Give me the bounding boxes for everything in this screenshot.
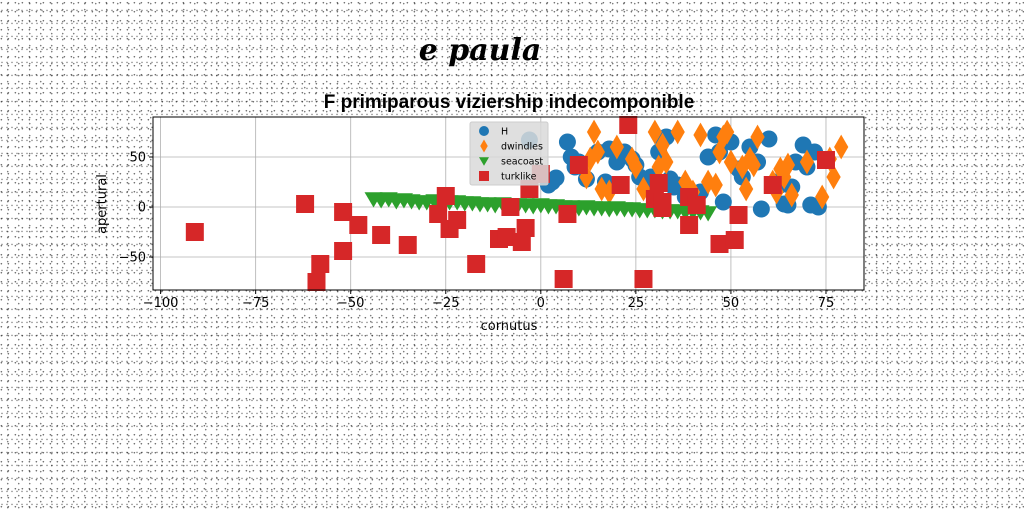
x-tick-label: −50 [337, 296, 364, 311]
series-dwindles [579, 119, 849, 210]
legend-marker [479, 157, 489, 166]
plot-frame [152, 116, 865, 291]
data-point [729, 206, 748, 224]
data-point [554, 270, 573, 288]
data-point [826, 164, 841, 190]
data-point [586, 119, 602, 145]
legend-marker [479, 126, 489, 136]
data-point [467, 255, 486, 273]
data-point [719, 119, 735, 145]
data-point [725, 231, 744, 249]
data-point [687, 196, 706, 214]
legend-label: seacoast [501, 157, 543, 168]
data-point [547, 169, 565, 187]
data-point [708, 172, 723, 198]
data-point [497, 228, 516, 246]
data-point [628, 154, 643, 180]
signature-text: e paula [419, 33, 542, 68]
data-point [816, 151, 835, 169]
data-point [750, 124, 765, 150]
data-point [611, 176, 630, 194]
data-point [834, 134, 849, 160]
data-marks [185, 116, 849, 291]
data-point [760, 130, 778, 148]
legend-marker [479, 171, 489, 181]
data-point [448, 211, 467, 229]
series-turklike [185, 116, 835, 291]
data-point [590, 139, 605, 165]
data-point [372, 226, 391, 244]
chart-title: F primiparous viziership indecomponible [324, 92, 695, 113]
data-point [710, 235, 729, 253]
data-point [349, 216, 368, 234]
data-point [647, 119, 663, 145]
data-point [653, 193, 672, 211]
data-point [429, 205, 448, 223]
x-tick-label: 50 [723, 296, 740, 311]
data-point [746, 152, 761, 178]
data-point [763, 176, 782, 194]
series-seacoast [364, 192, 718, 222]
data-point [296, 195, 315, 213]
legend-box [469, 121, 549, 186]
x-axis-label: cornutus [481, 319, 538, 334]
data-point [815, 184, 830, 210]
data-point [334, 203, 353, 221]
data-point [752, 200, 770, 218]
data-point [659, 149, 674, 175]
data-point [680, 216, 699, 234]
data-point [558, 205, 577, 223]
x-tick-label: 75 [818, 296, 835, 311]
legend-label: turklike [501, 172, 537, 183]
x-tick-label: 25 [628, 296, 645, 311]
data-point [307, 273, 326, 291]
x-tick-label: 0 [537, 296, 545, 311]
x-tick-label: −100 [143, 296, 179, 311]
data-point [780, 152, 796, 178]
data-point [723, 149, 739, 175]
y-tick-label: 50 [129, 151, 146, 166]
data-point [398, 236, 417, 254]
data-point [714, 193, 732, 211]
data-point [516, 219, 535, 237]
data-point [739, 176, 754, 202]
x-tick-label: −25 [432, 296, 459, 311]
data-point [799, 149, 815, 175]
data-point [634, 270, 653, 288]
data-point [670, 119, 685, 145]
data-point [334, 242, 353, 260]
data-point [558, 133, 576, 151]
data-point [501, 198, 520, 216]
data-point [185, 223, 204, 241]
y-axis-label: apertural [95, 174, 110, 234]
data-point [569, 156, 588, 174]
y-tick-label: 0 [138, 201, 146, 216]
x-tick-label: −75 [242, 296, 269, 311]
legend-label: H [501, 127, 508, 138]
legend-marker [480, 139, 488, 153]
data-point [436, 187, 455, 205]
data-point [512, 233, 531, 251]
data-point [619, 116, 638, 134]
data-point [693, 122, 708, 148]
y-tick-label: −50 [119, 251, 146, 266]
data-point [784, 182, 799, 208]
data-point [649, 174, 668, 192]
data-point [609, 134, 624, 160]
axis-ticks: −100 −75 −50 −25 0 25 50 75 −50 0 50 [119, 151, 835, 312]
legend-label: dwindles [501, 142, 543, 153]
data-point [311, 255, 330, 273]
